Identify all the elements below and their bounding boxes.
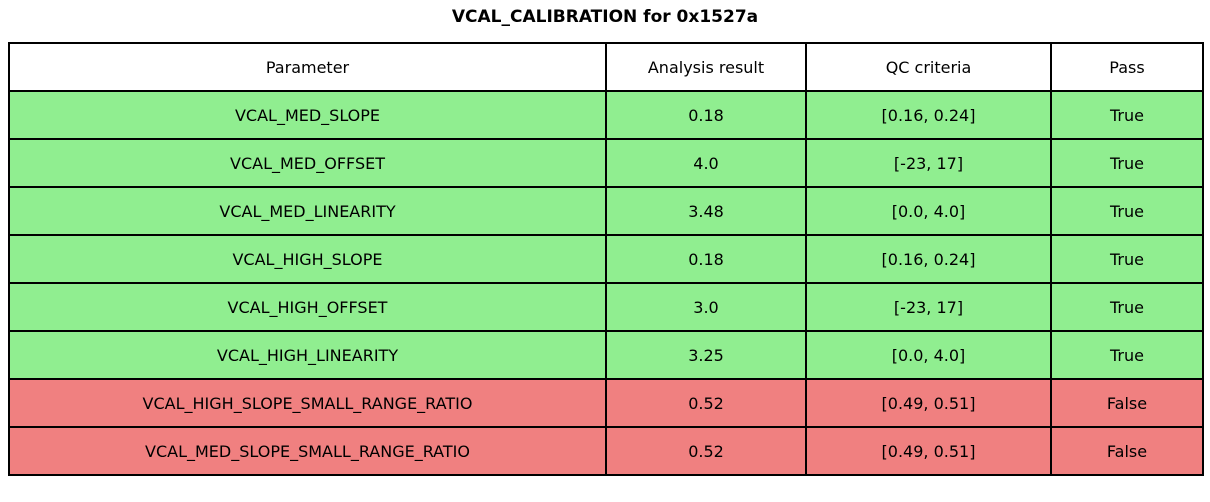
- table-row: VCAL_MED_OFFSET 4.0 [-23, 17] True: [8, 138, 1204, 188]
- analysis-result-cell: 3.25: [605, 330, 807, 380]
- parameter-cell: VCAL_HIGH_SLOPE: [8, 234, 607, 284]
- table-row: VCAL_HIGH_OFFSET 3.0 [-23, 17] True: [8, 282, 1204, 332]
- pass-cell: True: [1050, 234, 1204, 284]
- qc-criteria-cell: [-23, 17]: [805, 282, 1052, 332]
- table-row: VCAL_HIGH_SLOPE 0.18 [0.16, 0.24] True: [8, 234, 1204, 284]
- analysis-result-cell: 0.52: [605, 378, 807, 428]
- analysis-result-cell: 0.52: [605, 426, 807, 476]
- column-header-analysis-result: Analysis result: [605, 42, 807, 92]
- table-row: VCAL_HIGH_SLOPE_SMALL_RANGE_RATIO 0.52 [0.…: [8, 378, 1204, 428]
- qc-criteria-cell: [0.16, 0.24]: [805, 90, 1052, 140]
- table-row: VCAL_MED_LINEARITY 3.48 [0.0, 4.0] True: [8, 186, 1204, 236]
- pass-cell: True: [1050, 138, 1204, 188]
- qc-criteria-cell: [-23, 17]: [805, 138, 1052, 188]
- table-row: VCAL_MED_SLOPE_SMALL_RANGE_RATIO 0.52 [0.4…: [8, 426, 1204, 476]
- pass-cell: False: [1050, 378, 1204, 428]
- qc-criteria-cell: [0.0, 4.0]: [805, 330, 1052, 380]
- analysis-result-cell: 4.0: [605, 138, 807, 188]
- figure-title: VCAL_CALIBRATION for 0x1527a: [451, 7, 759, 27]
- analysis-result-cell: 3.48: [605, 186, 807, 236]
- qc-criteria-cell: [0.49, 0.51]: [805, 426, 1052, 476]
- table-body: VCAL_MED_SLOPE 0.18 [0.16, 0.24] True VCAL_M…: [8, 90, 1204, 476]
- parameter-cell: VCAL_MED_LINEARITY: [8, 186, 607, 236]
- pass-cell: True: [1050, 186, 1204, 236]
- qc-criteria-cell: [0.16, 0.24]: [805, 234, 1052, 284]
- qc-table: Parameter Analysis result QC criteria Pass …: [8, 42, 1204, 476]
- analysis-result-cell: 0.18: [605, 234, 807, 284]
- qc-criteria-cell: [0.0, 4.0]: [805, 186, 1052, 236]
- pass-cell: True: [1050, 90, 1204, 140]
- parameter-cell: VCAL_MED_OFFSET: [8, 138, 607, 188]
- pass-cell: True: [1050, 282, 1204, 332]
- analysis-result-cell: 3.0: [605, 282, 807, 332]
- parameter-cell: VCAL_MED_SLOPE_SMALL_RANGE_RATIO: [8, 426, 607, 476]
- parameter-cell: VCAL_HIGH_OFFSET: [8, 282, 607, 332]
- analysis-result-cell: 0.18: [605, 90, 807, 140]
- column-header-pass: Pass: [1050, 42, 1204, 92]
- column-header-qc-criteria: QC criteria: [805, 42, 1052, 92]
- table-row: VCAL_HIGH_LINEARITY 3.25 [0.0, 4.0] True: [8, 330, 1204, 380]
- parameter-cell: VCAL_HIGH_SLOPE_SMALL_RANGE_RATIO: [8, 378, 607, 428]
- pass-cell: True: [1050, 330, 1204, 380]
- pass-cell: False: [1050, 426, 1204, 476]
- table-row: VCAL_MED_SLOPE 0.18 [0.16, 0.24] True: [8, 90, 1204, 140]
- header-row: Parameter Analysis result QC criteria Pass: [8, 42, 1204, 92]
- column-header-parameter: Parameter: [8, 42, 607, 92]
- parameter-cell: VCAL_HIGH_LINEARITY: [8, 330, 607, 380]
- parameter-cell: VCAL_MED_SLOPE: [8, 90, 607, 140]
- qc-criteria-cell: [0.49, 0.51]: [805, 378, 1052, 428]
